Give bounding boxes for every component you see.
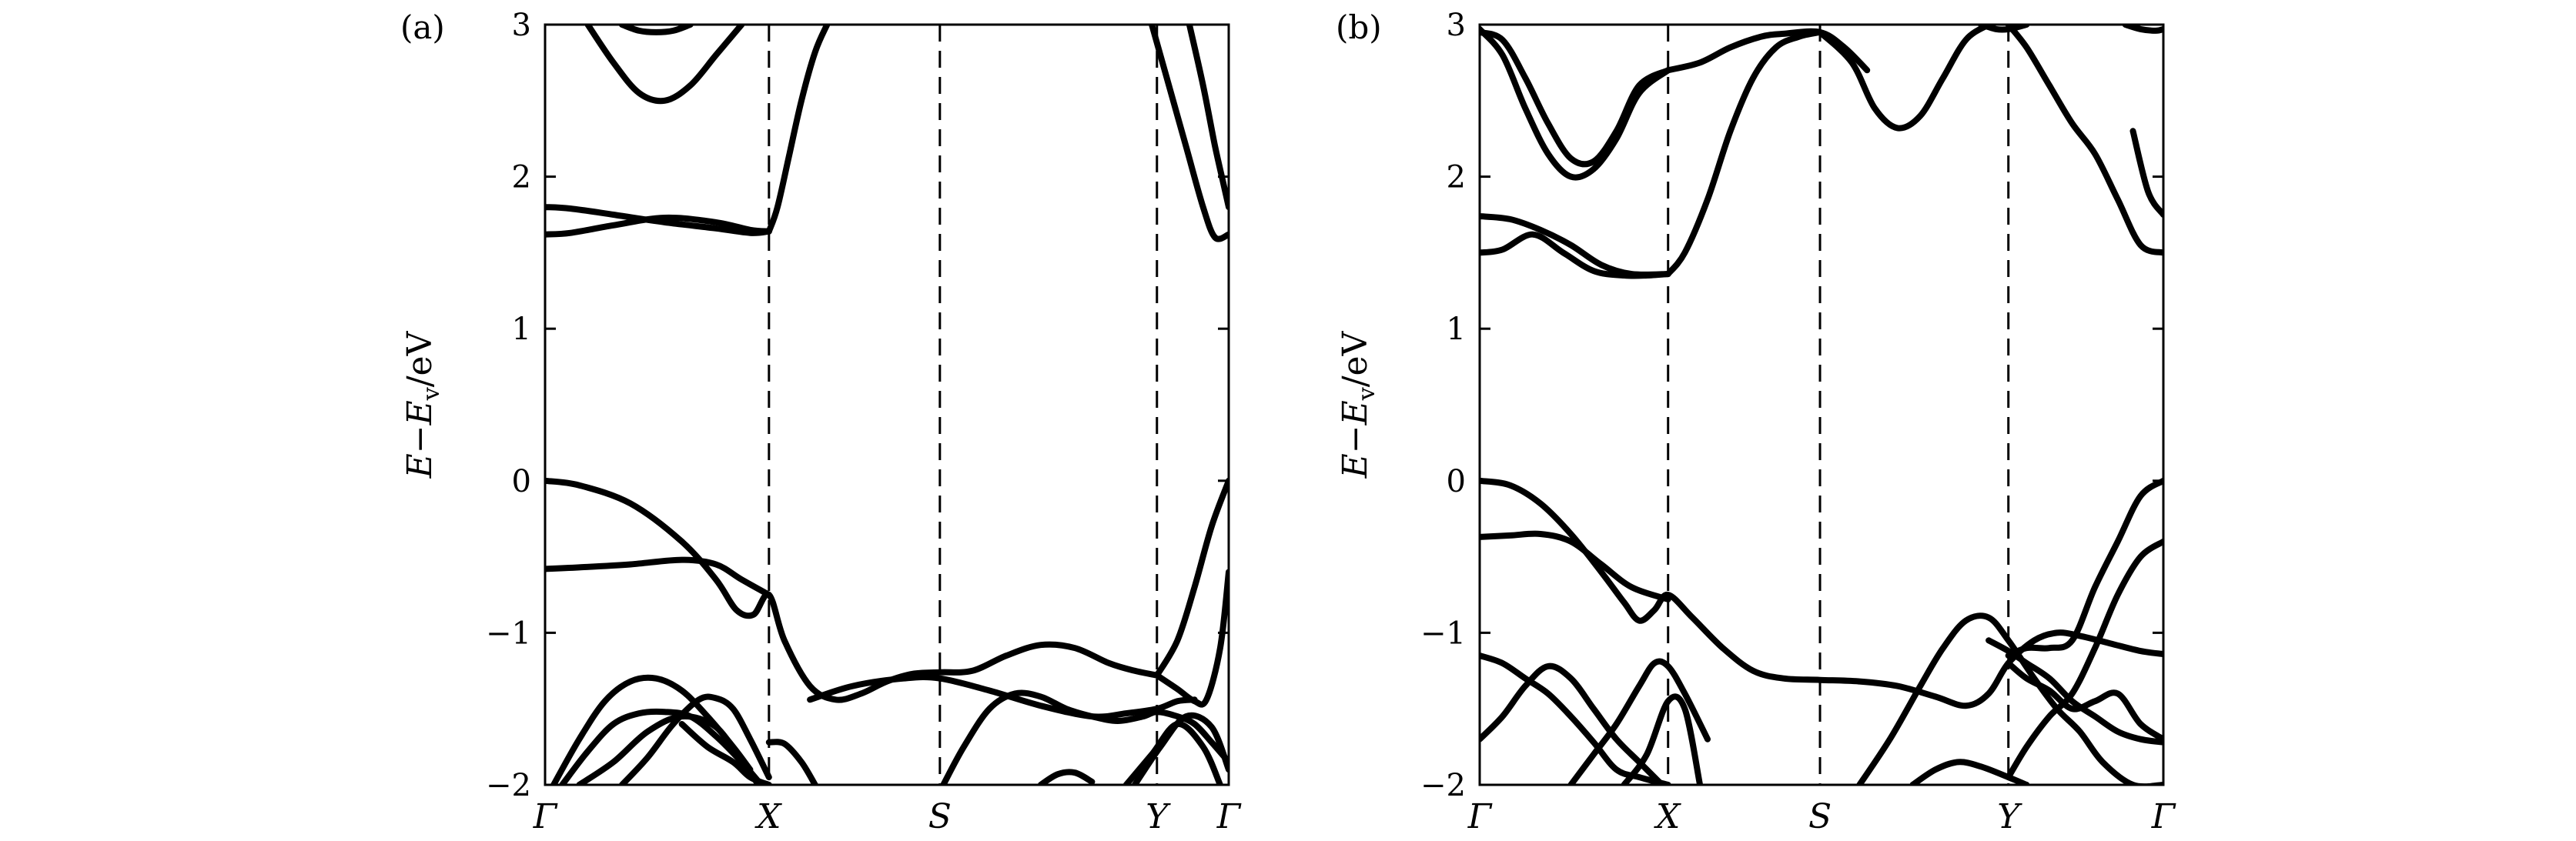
band-line (2005, 477, 2163, 659)
kpoint-label: Γ (1216, 797, 1242, 836)
band-line (618, 693, 772, 785)
y-tick-label: 2 (1447, 160, 1466, 195)
band-line (618, 25, 694, 35)
y-tick-label: 1 (1447, 312, 1466, 347)
y-tick-label: 0 (512, 464, 531, 499)
band-line (1037, 769, 1096, 785)
band-line (1567, 658, 1711, 785)
band-line (678, 721, 772, 785)
panel-a: −2 −1 0 1 2 3 Γ X S Y Γ (a) E−Ev/eV (400, 8, 1242, 836)
band-line (1480, 662, 1665, 785)
band-line (1153, 477, 1229, 679)
band-line (1186, 25, 1229, 211)
band-line (2129, 128, 2163, 218)
band-line (1480, 28, 1671, 168)
band-line (1664, 28, 1871, 74)
y-tick-label: −1 (1420, 616, 1466, 651)
y-tick-label: −2 (1420, 768, 1466, 803)
band-line (545, 477, 1160, 703)
band-line (807, 674, 1198, 720)
band-line (1986, 637, 2163, 746)
band-line (765, 739, 818, 785)
panel-b: −2 −1 0 1 2 3 Γ X S Y Γ (b) E−Ev/eV (1336, 8, 2176, 836)
y-tick-label: 3 (512, 8, 531, 43)
y-axis-title: E−Ev/eV (1336, 330, 1380, 479)
band-line (1856, 612, 2163, 785)
y-tick-label: 2 (512, 160, 531, 195)
band-lines (545, 25, 1229, 785)
band-line (765, 25, 831, 235)
band-line (584, 25, 745, 105)
y-tick-label: 3 (1447, 8, 1466, 43)
band-line (1978, 25, 2030, 33)
band-line (2005, 25, 2163, 256)
band-line (545, 556, 772, 598)
kpoint-label: Γ (1467, 797, 1493, 836)
plot-frame (544, 23, 1230, 786)
kpoint-label: Γ (533, 797, 558, 836)
band-line (1480, 25, 1671, 181)
band-line (1909, 759, 2030, 785)
kpoint-label: S (928, 797, 952, 836)
y-tick-label: −1 (486, 616, 531, 651)
band-line (1149, 25, 1229, 242)
kpoint-label: S (1808, 797, 1832, 836)
kpoint-label: Γ (2151, 797, 2176, 836)
y-tick-label: −2 (486, 768, 531, 803)
band-line (1480, 530, 1671, 602)
kpoint-label: Y (1997, 797, 2022, 836)
y-axis-title: E−Ev/eV (400, 330, 445, 479)
plot-frame (1478, 23, 2165, 786)
band-line (1480, 231, 1671, 279)
y-tick-label: 0 (1447, 464, 1466, 499)
panel-label: (b) (1336, 8, 1382, 46)
band-line (1817, 25, 1992, 132)
panel-label: (a) (400, 8, 445, 46)
band-line (545, 214, 772, 238)
band-line (1131, 712, 1229, 785)
band-lines (1480, 25, 2163, 785)
band-line (2122, 25, 2163, 34)
kpoint-label: X (754, 797, 782, 836)
y-tick-label: 1 (512, 312, 531, 347)
kpoint-label: Y (1146, 797, 1171, 836)
band-line (1480, 477, 2163, 709)
band-line (1621, 693, 1704, 785)
band-line (940, 689, 1229, 785)
kpoint-label: X (1654, 797, 1681, 836)
band-line (1664, 28, 1823, 278)
band-line (2005, 538, 2163, 781)
